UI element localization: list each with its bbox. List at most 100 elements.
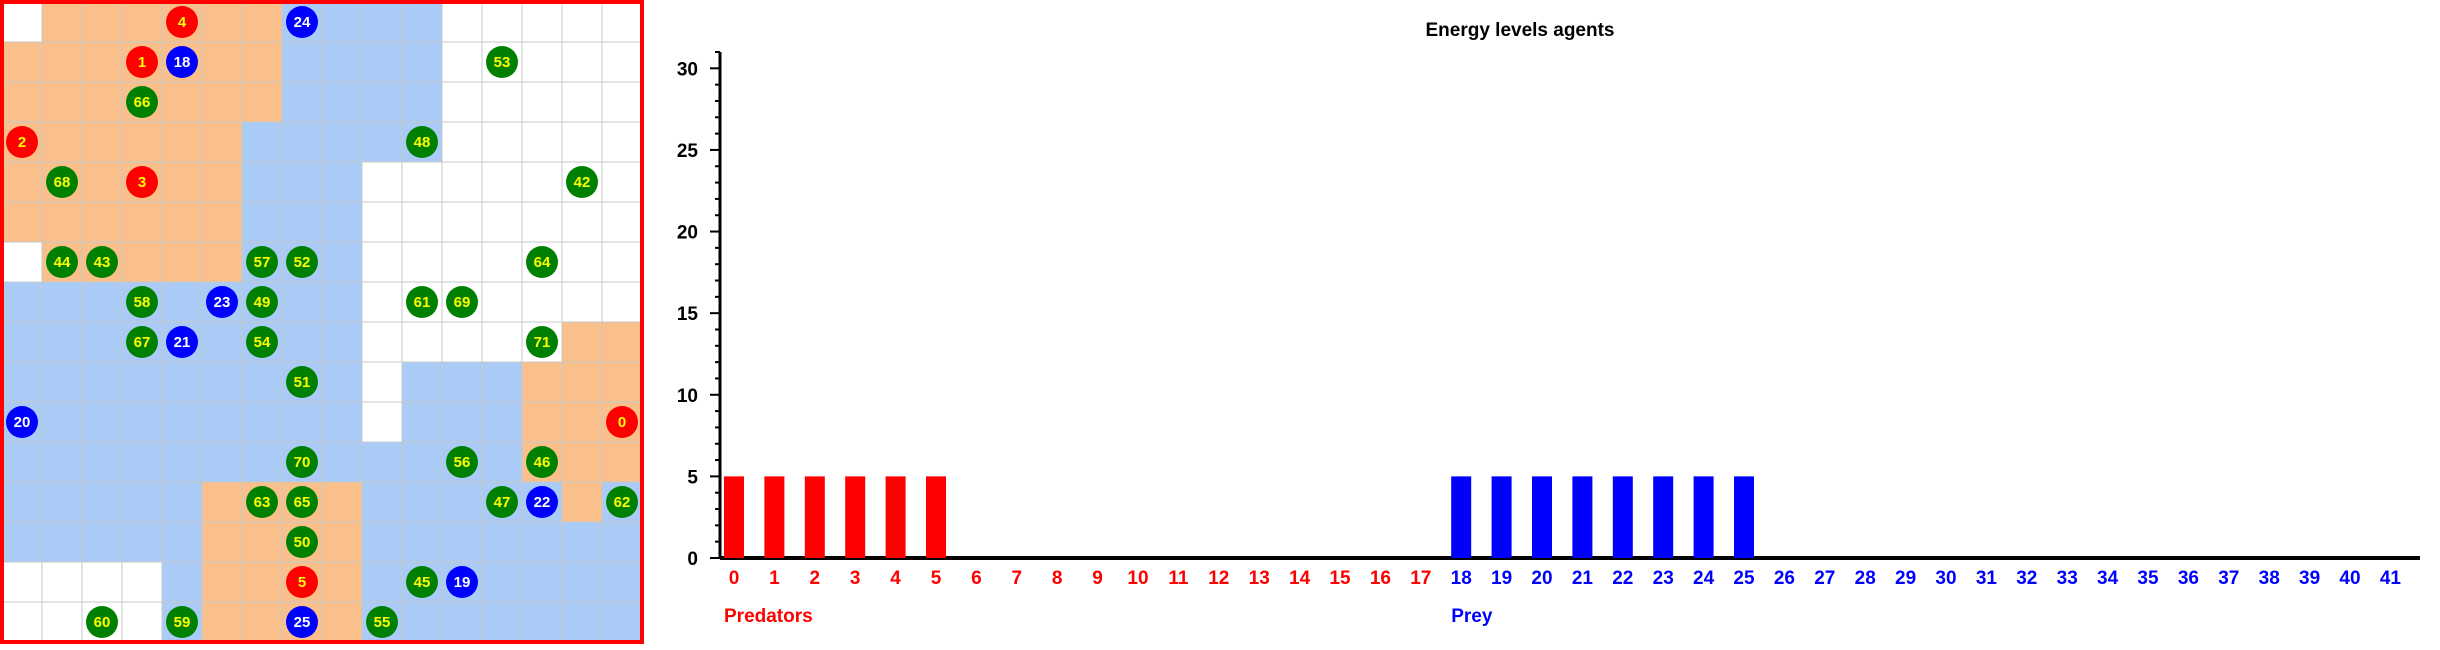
grid-cell <box>321 441 363 483</box>
grid-cell <box>441 41 483 83</box>
y-tick-label: 15 <box>677 304 699 325</box>
x-tick-label: 10 <box>1127 568 1148 589</box>
grid-cell <box>121 561 163 603</box>
grid-cell <box>161 121 203 163</box>
grid-cell <box>201 561 243 603</box>
agent-id-label: 48 <box>414 134 431 151</box>
plant-agent: 49 <box>246 286 278 318</box>
grid-cell <box>401 201 443 243</box>
grid-cell <box>201 1 243 43</box>
bar-20 <box>1532 476 1552 558</box>
grid-cell <box>441 401 483 443</box>
y-tick-label: 10 <box>677 386 698 407</box>
predator-agent: 0 <box>606 406 638 438</box>
grid-cell <box>41 441 83 483</box>
grid-cell <box>41 321 83 363</box>
agent-id-label: 55 <box>374 614 391 631</box>
grid-cell <box>41 1 83 43</box>
grid-cell <box>321 161 363 203</box>
prey-marker <box>526 486 558 518</box>
grid-cell <box>321 361 363 403</box>
energy-chart: Energy levels agents 0 1 2 3 4 5 6 7 8 9 10 11 12 13 1… <box>677 20 2420 627</box>
plant-agent: 65 <box>286 486 318 518</box>
grid-cell <box>121 1 163 43</box>
grid-cell <box>401 361 443 403</box>
agent-id-label: 24 <box>294 14 311 31</box>
grid-cell <box>361 441 403 483</box>
agent-id-label: 63 <box>254 494 271 511</box>
grid-cell <box>561 41 603 83</box>
plant-marker <box>366 606 398 638</box>
prey-marker <box>206 286 238 318</box>
predator-marker <box>286 566 318 598</box>
grid-cell <box>561 81 603 123</box>
y-tick-label: 5 <box>687 467 698 488</box>
grid-cell <box>321 601 363 643</box>
grid-cell <box>1 481 43 523</box>
prey-marker <box>286 606 318 638</box>
grid-cell <box>561 601 603 643</box>
grid-cell <box>521 161 563 203</box>
bar-5 <box>926 476 946 558</box>
x-tick-label: 38 <box>2259 568 2280 589</box>
plant-marker <box>46 166 78 198</box>
plant-marker <box>446 286 478 318</box>
grid-cell <box>481 81 523 123</box>
prey-agent: 19 <box>446 566 478 598</box>
plant-agent: 70 <box>286 446 318 478</box>
prey-agent: 24 <box>286 6 318 38</box>
plant-marker <box>246 486 278 518</box>
agent-id-label: 66 <box>134 94 151 111</box>
grid-cell <box>361 201 403 243</box>
grid-cell <box>401 161 443 203</box>
grid-cell <box>41 601 83 643</box>
grid-cell <box>481 401 523 443</box>
agent-id-label: 25 <box>294 614 311 631</box>
plant-marker <box>246 286 278 318</box>
grid-cell <box>481 121 523 163</box>
grid-cell <box>81 521 123 563</box>
grid-cell <box>201 401 243 443</box>
bar-4 <box>885 476 906 558</box>
agent-id-label: 54 <box>254 334 271 351</box>
grid-cell <box>41 121 83 163</box>
x-tick-label: 26 <box>1774 568 1795 589</box>
grid-cell <box>441 481 483 523</box>
grid-cell <box>121 121 163 163</box>
agent-id-label: 62 <box>614 494 631 511</box>
grid-cell <box>201 41 243 83</box>
group-label-predators: Predators <box>724 606 813 627</box>
grid-cell <box>1 601 43 643</box>
grid-cell <box>401 241 443 283</box>
grid-cell <box>81 401 123 443</box>
grid-cell <box>201 121 243 163</box>
grid-cell <box>281 81 323 123</box>
grid-cell <box>521 281 563 323</box>
grid-cell <box>321 1 363 43</box>
grid-cell <box>601 241 643 283</box>
grid-cell <box>521 41 563 83</box>
agent-id-label: 71 <box>534 334 551 351</box>
plant-agent: 57 <box>246 246 278 278</box>
agent-id-label: 58 <box>134 294 151 311</box>
grid-cell <box>41 201 83 243</box>
grid-cell <box>161 401 203 443</box>
grid-cell <box>441 601 483 643</box>
grid-cell <box>321 321 363 363</box>
y-tick-label: 30 <box>677 59 698 80</box>
y-tick-label: 25 <box>677 141 699 162</box>
plant-marker <box>126 326 158 358</box>
grid-cell <box>241 561 283 603</box>
predator-agent: 3 <box>126 166 158 198</box>
grid-cell <box>561 281 603 323</box>
bar-21 <box>1572 476 1593 558</box>
grid-cell <box>601 281 643 323</box>
agent-id-label: 44 <box>54 254 71 271</box>
agent-id-label: 21 <box>174 334 191 351</box>
grid-cell <box>601 121 643 163</box>
plant-agent: 68 <box>46 166 78 198</box>
plant-marker <box>526 246 558 278</box>
grid-cell <box>601 601 643 643</box>
prey-marker <box>286 6 318 38</box>
grid-cell <box>41 561 83 603</box>
